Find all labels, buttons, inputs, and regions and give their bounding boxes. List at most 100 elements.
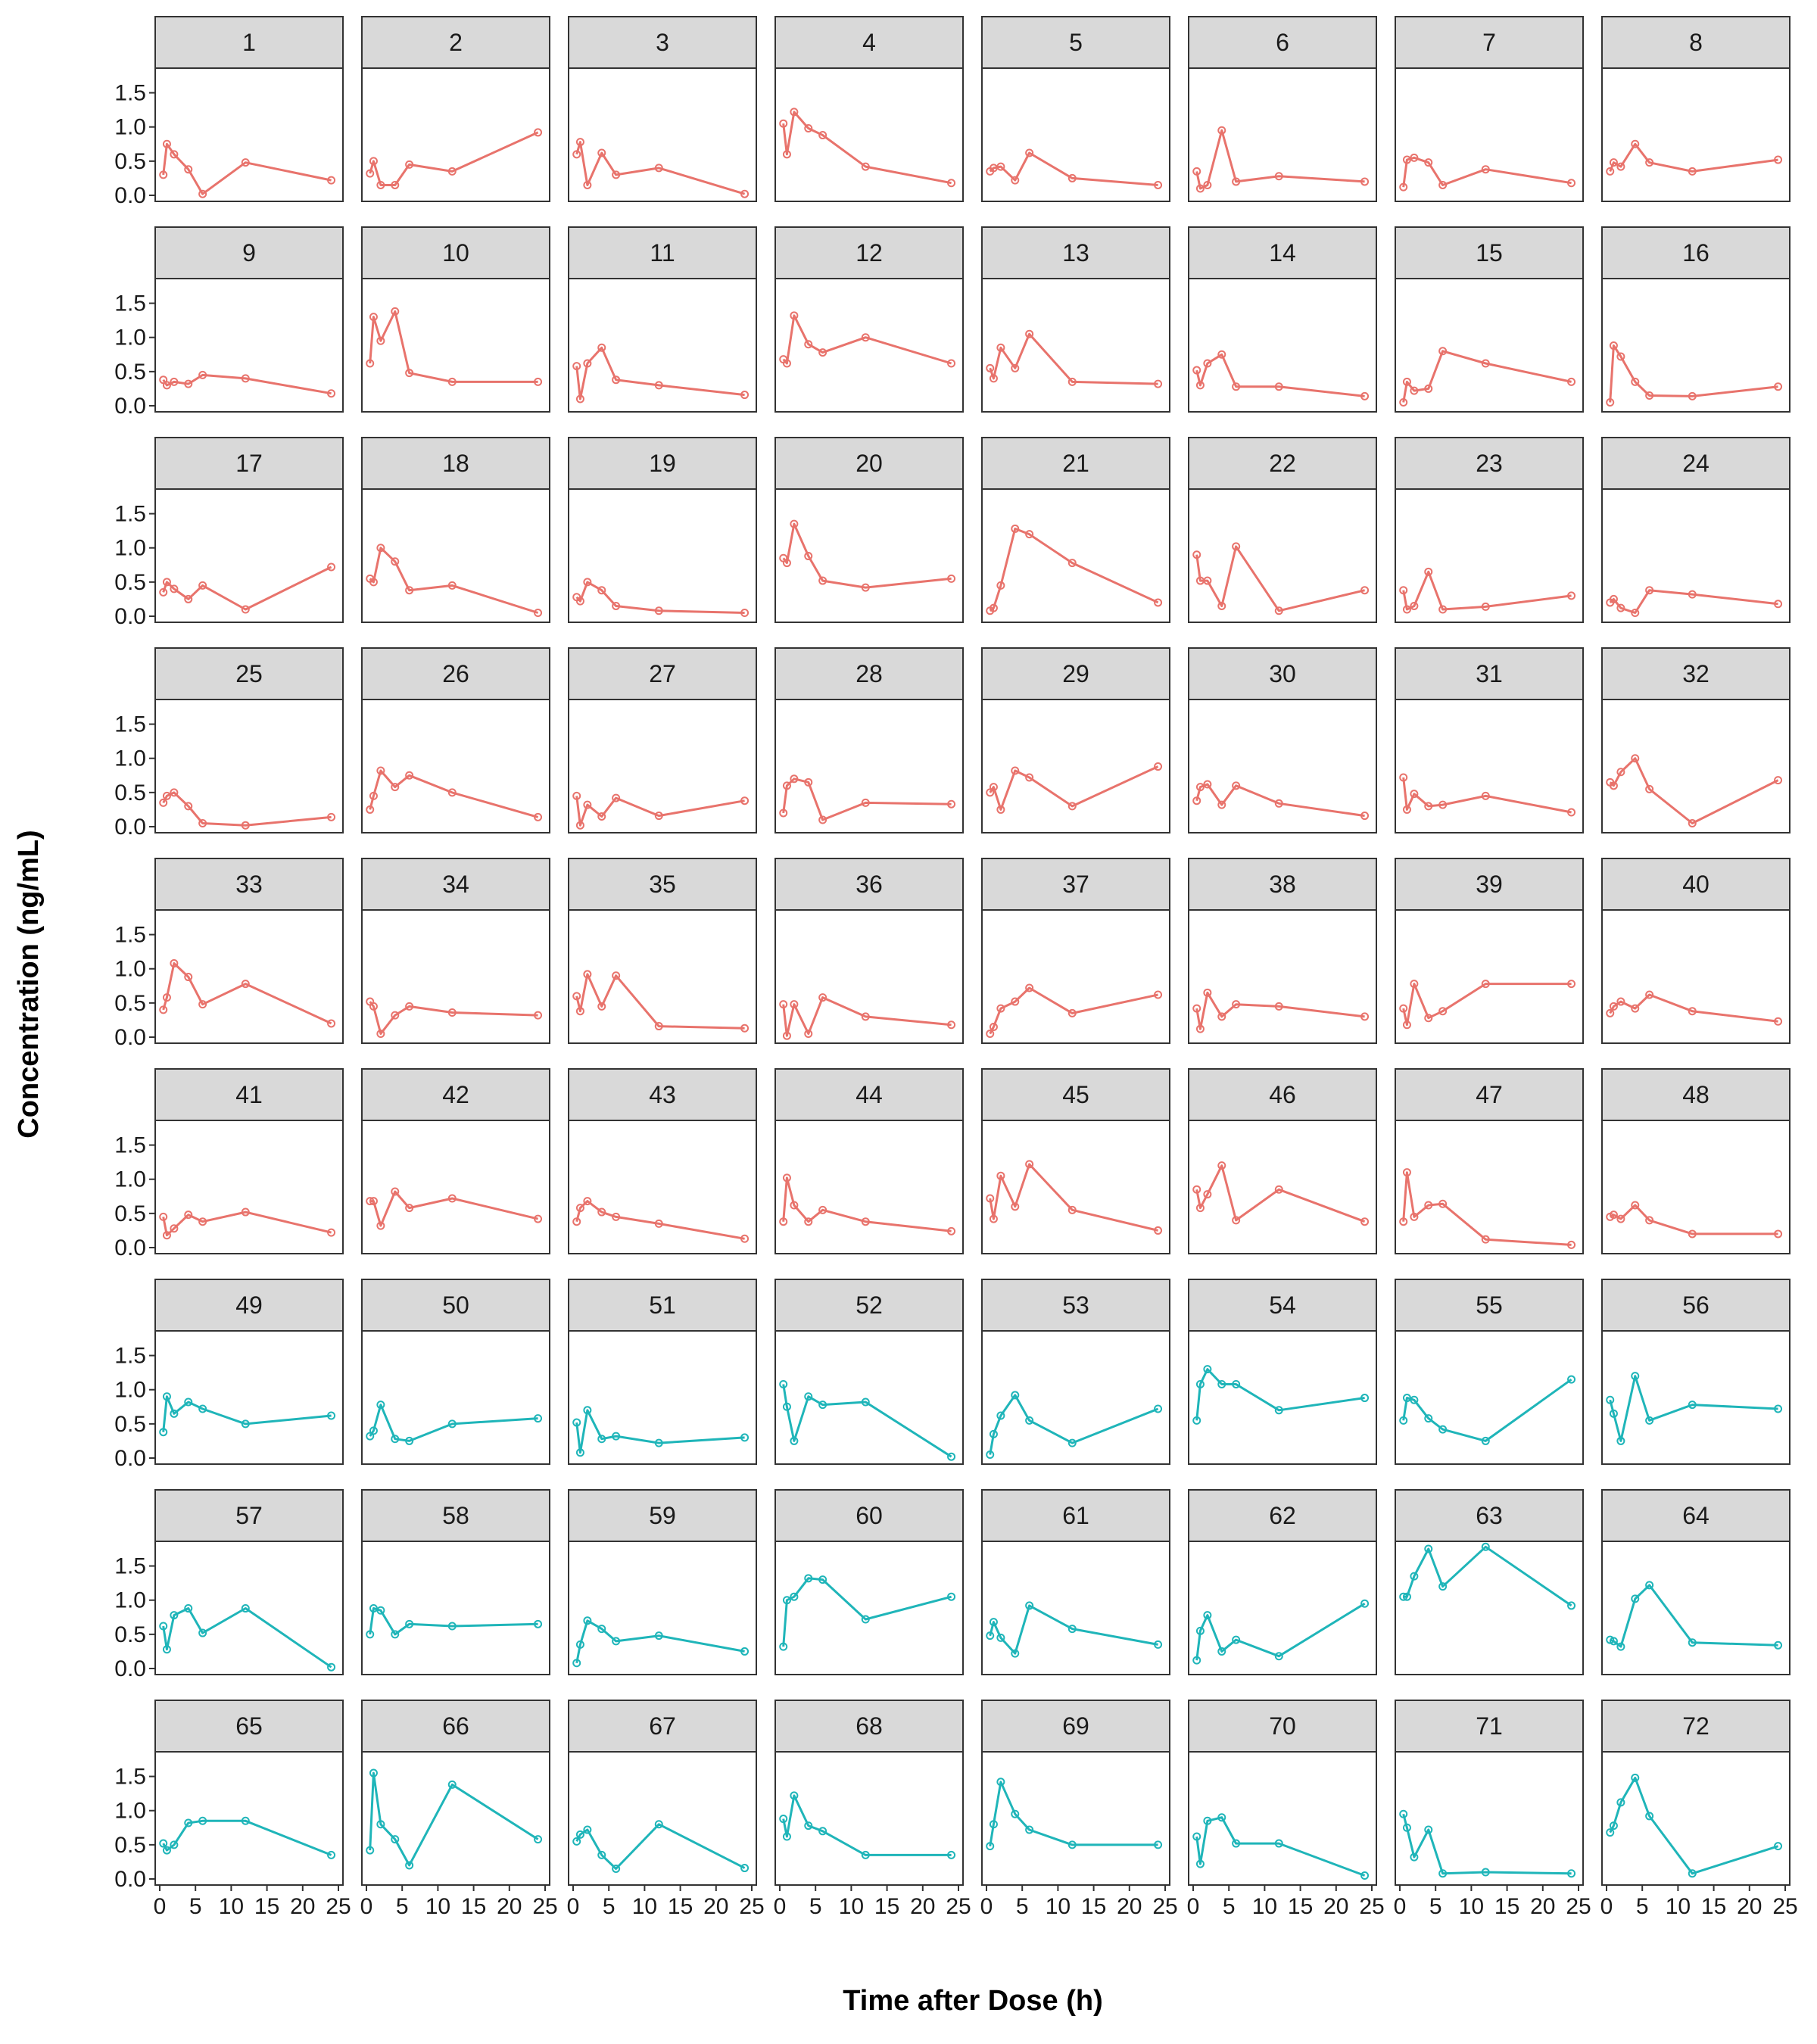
data-point <box>947 1850 956 1859</box>
panel-38: 38 <box>1188 858 1377 1044</box>
y-tick-label: 0.0 <box>114 1867 146 1892</box>
data-point <box>1192 550 1201 559</box>
panel-strip <box>1395 226 1584 279</box>
panel-strip <box>568 647 757 700</box>
panel-strip-label: 72 <box>1682 1712 1709 1740</box>
x-tick-label: 15 <box>668 1894 693 1919</box>
panel-frame <box>981 67 1170 202</box>
panel-frame <box>981 1541 1170 1675</box>
series-line <box>782 1384 952 1458</box>
data-point <box>986 363 995 372</box>
data-point <box>1688 818 1697 827</box>
panel-strip <box>568 1068 757 1121</box>
series-line <box>1609 1375 1778 1442</box>
data-point <box>1410 980 1419 989</box>
panel-strip <box>568 1700 757 1753</box>
panel-strip-label: 57 <box>235 1502 263 1529</box>
panel-strip <box>1188 1068 1377 1121</box>
panel-frame <box>154 488 344 623</box>
data-point <box>1360 1871 1370 1880</box>
data-point <box>782 150 791 159</box>
panel-strip-label: 66 <box>442 1712 469 1740</box>
panel-41: 41 0.0 0.5 1.0 1.5 <box>114 1068 344 1260</box>
x-tick-label: 20 <box>910 1894 935 1919</box>
x-tick-label: 20 <box>1323 1894 1348 1919</box>
series-line <box>1609 589 1778 614</box>
y-tick-label: 0.5 <box>114 1201 146 1226</box>
data-point <box>1154 180 1163 189</box>
data-point <box>1011 1809 1020 1818</box>
data-point <box>1232 1839 1241 1848</box>
panel-frame <box>1601 1541 1791 1675</box>
panel-47: 47 <box>1395 1068 1584 1254</box>
data-point <box>1232 1379 1241 1388</box>
data-point <box>1067 1625 1077 1634</box>
panel-11: 11 <box>568 226 757 413</box>
data-point <box>241 605 250 614</box>
data-point <box>1154 1840 1163 1849</box>
data-point <box>1011 1202 1020 1211</box>
panel-frame <box>981 1751 1170 1886</box>
panel-frame <box>1601 1751 1791 1886</box>
panel-strip <box>1395 1068 1584 1121</box>
data-point <box>376 766 385 775</box>
panel-strip <box>1601 226 1791 279</box>
panel-strip <box>154 1068 344 1121</box>
data-point <box>654 1219 663 1228</box>
data-point <box>366 1197 375 1206</box>
data-point <box>162 381 171 390</box>
data-point <box>1631 139 1640 148</box>
data-point <box>1232 1635 1241 1644</box>
data-point <box>1616 1436 1625 1445</box>
data-point <box>405 1619 414 1628</box>
data-point <box>1402 1020 1411 1030</box>
data-point <box>369 157 378 166</box>
data-point <box>1774 1842 1783 1851</box>
x-tick-label: 5 <box>189 1894 202 1919</box>
data-point <box>369 791 378 800</box>
data-point <box>1609 158 1618 167</box>
panel-frame <box>1188 488 1377 623</box>
panel-strip <box>154 1279 344 1332</box>
data-point <box>1217 1379 1226 1388</box>
data-point <box>184 802 193 811</box>
panel-54: 54 <box>1188 1279 1377 1465</box>
panel-strip-label: 46 <box>1269 1081 1296 1108</box>
data-point <box>1360 1012 1370 1021</box>
data-point <box>1616 603 1625 612</box>
series-line <box>1609 142 1778 173</box>
series-line <box>575 973 745 1030</box>
data-point <box>1025 773 1034 782</box>
data-point <box>327 562 336 572</box>
panel-frame <box>1395 278 1584 413</box>
panel-strip-label: 25 <box>235 660 263 687</box>
panel-strip <box>1601 1279 1791 1332</box>
panel-strip <box>154 16 344 69</box>
panel-17: 17 0.0 0.5 1.0 1.5 <box>114 437 344 629</box>
panel-63: 63 <box>1395 1489 1584 1675</box>
panel-25: 25 0.0 0.5 1.0 1.5 <box>114 647 344 840</box>
series-line <box>989 1604 1158 1655</box>
panel-strip-label: 65 <box>235 1712 263 1740</box>
y-tick-label: 0.5 <box>114 360 146 385</box>
data-point <box>369 1002 378 1011</box>
x-tick-label: 0 <box>154 1894 167 1919</box>
data-point <box>198 189 207 198</box>
data-point <box>1360 1599 1370 1608</box>
data-point <box>534 1414 543 1423</box>
data-point <box>405 1002 414 1011</box>
panel-strip <box>568 437 757 490</box>
panel-strip-label: 10 <box>442 239 469 266</box>
panel-strip <box>154 1489 344 1542</box>
panel-strip-label: 16 <box>1682 239 1709 266</box>
data-point <box>391 1835 400 1844</box>
data-point <box>1360 1394 1370 1403</box>
panel-57: 57 0.0 0.5 1.0 1.5 <box>114 1489 344 1681</box>
data-point <box>575 1007 584 1016</box>
data-point <box>818 993 827 1002</box>
data-point <box>1774 1404 1783 1413</box>
data-point <box>534 608 543 617</box>
panel-40: 40 <box>1601 858 1791 1044</box>
y-tick-label: 1.0 <box>114 326 146 351</box>
